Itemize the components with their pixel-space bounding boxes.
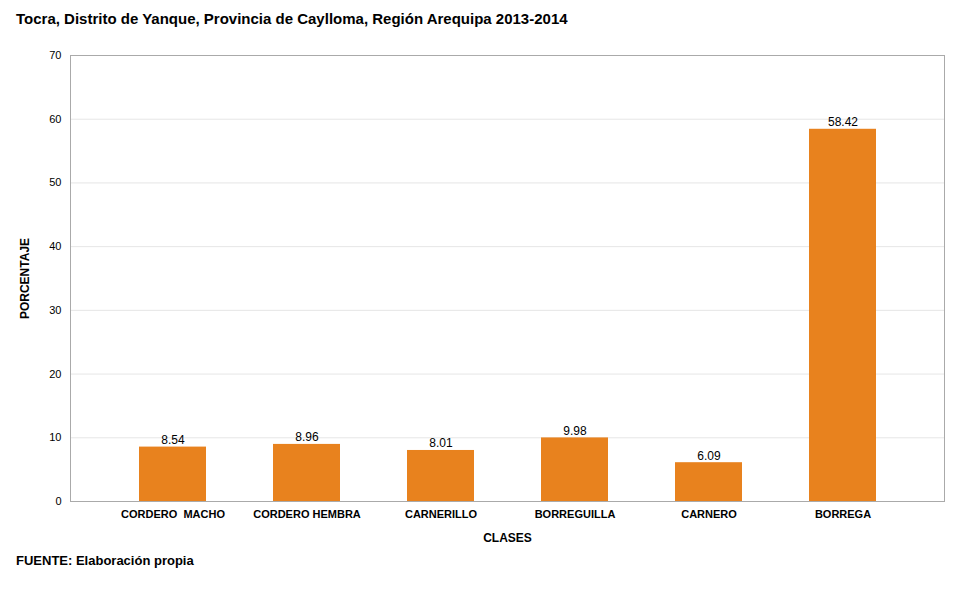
svg-text:0: 0 [55, 495, 61, 507]
svg-text:9.98: 9.98 [563, 424, 587, 438]
svg-text:CORDERO MACHO: CORDERO MACHO [121, 508, 225, 520]
svg-text:6.09: 6.09 [697, 449, 721, 463]
svg-text:CORDERO HEMBRA: CORDERO HEMBRA [253, 508, 361, 520]
svg-text:50: 50 [49, 176, 61, 188]
svg-text:8.54: 8.54 [161, 433, 185, 447]
svg-text:20: 20 [49, 368, 61, 380]
svg-text:8.01: 8.01 [429, 436, 453, 450]
svg-text:CARNERILLO: CARNERILLO [405, 508, 478, 520]
svg-text:CARNERO: CARNERO [681, 508, 737, 520]
svg-text:30: 30 [49, 304, 61, 316]
svg-text:40: 40 [49, 240, 61, 252]
svg-text:60: 60 [49, 113, 61, 125]
svg-text:8.96: 8.96 [295, 430, 319, 444]
svg-text:CLASES: CLASES [483, 531, 532, 545]
svg-text:BORREGA: BORREGA [815, 508, 871, 520]
svg-text:BORREGUILLA: BORREGUILLA [535, 508, 616, 520]
svg-text:10: 10 [49, 431, 61, 443]
html-text:FUENTE: Elaboración propia: FUENTE: Elaboración propia [16, 553, 194, 568]
svg-text:PORCENTAJE: PORCENTAJE [18, 238, 32, 319]
svg-text:70: 70 [49, 49, 61, 61]
html-text:Tocra, Distrito de Yanque, Pro: Tocra, Distrito de Yanque, Provincia de … [16, 10, 568, 27]
svg-text:58.42: 58.42 [828, 115, 858, 129]
